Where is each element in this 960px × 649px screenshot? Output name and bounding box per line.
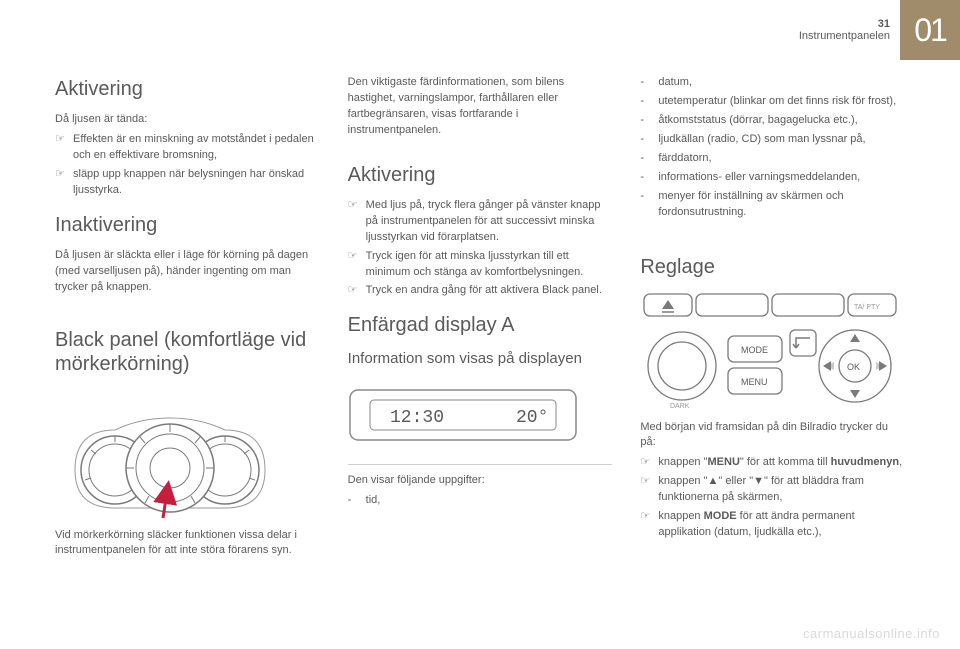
column-3: datum, utetemperatur (blinkar om det fin…	[640, 75, 905, 619]
list-item-mode: knappen MODE för att ändra permanent app…	[640, 509, 905, 541]
list-item: tid,	[348, 493, 613, 509]
text-den-viktigaste: Den viktigaste färdinformationen, som bi…	[348, 75, 613, 139]
svg-text:OK: OK	[847, 362, 860, 372]
list-aktivering: Effekten är en minskning av motståndet i…	[55, 132, 320, 199]
list-item: datum,	[640, 75, 905, 91]
heading-aktivering: Aktivering	[55, 75, 320, 104]
svg-text:MODE: MODE	[741, 345, 768, 355]
list-uppgifter-start: tid,	[348, 493, 613, 509]
chapter-number: 01	[914, 12, 946, 49]
text-visar: Den visar följande uppgifter:	[348, 473, 613, 489]
list-item: färddatorn,	[640, 151, 905, 167]
chapter-tab: 01	[900, 0, 960, 60]
heading-aktivering-2: Aktivering	[348, 161, 613, 190]
illustration-controls: TA/ PTY DARK MODE MENU	[640, 290, 900, 410]
heading-reglage: Reglage	[640, 253, 905, 282]
page-header: 31 Instrumentpanelen	[799, 18, 890, 42]
text-da-tanda: Då ljusen är tända:	[55, 112, 320, 128]
svg-text:TA/ PTY: TA/ PTY	[854, 304, 880, 311]
list-aktivering-2: Med ljus på, tryck flera gånger på vänst…	[348, 198, 613, 300]
down-arrow-icon: ▼	[753, 475, 764, 487]
display-temp: 20°	[516, 408, 548, 428]
list-item: Med ljus på, tryck flera gånger på vänst…	[348, 198, 613, 246]
list-item: Tryck en andra gång för att aktivera Bla…	[348, 283, 613, 299]
list-item: ljudkällan (radio, CD) som man lyssnar p…	[640, 132, 905, 148]
heading-enfargad: Enfärgad display A	[348, 311, 613, 340]
heading-inaktivering: Inaktivering	[55, 211, 320, 240]
svg-text:MENU: MENU	[741, 377, 768, 387]
list-item: informations- eller varningsmeddelanden,	[640, 170, 905, 186]
illustration-lcd-display: 12:30 20°	[348, 382, 578, 452]
illustration-instrument-cluster	[55, 410, 285, 520]
caption-cluster: Vid mörkerkörning släcker funktionen vis…	[55, 528, 320, 560]
text-medbor: Med början vid framsidan på din Bilradio…	[640, 420, 905, 452]
display-time: 12:30	[390, 408, 444, 428]
list-reglage: knappen "MENU" för att komma till huvudm…	[640, 455, 905, 541]
up-arrow-icon: ▲	[708, 475, 719, 487]
list-item: åtkomststatus (dörrar, bagagelucka etc.)…	[640, 113, 905, 129]
list-item: utetemperatur (blinkar om det finns risk…	[640, 94, 905, 110]
column-2: Den viktigaste färdinformationen, som bi…	[348, 75, 613, 619]
heading-black-panel: Black panel (komfortläge vid mörkerkörni…	[55, 328, 320, 376]
column-1: Aktivering Då ljusen är tända: Effekten …	[55, 75, 320, 619]
svg-text:DARK: DARK	[670, 403, 690, 410]
list-item: Tryck igen för att minska ljusstyrkan ti…	[348, 249, 613, 281]
list-item: Effekten är en minskning av motståndet i…	[55, 132, 320, 164]
list-item: menyer för inställning av skärmen och fo…	[640, 189, 905, 221]
list-item-menu: knappen "MENU" för att komma till huvudm…	[640, 455, 905, 471]
list-item: släpp upp knappen när belysningen har ön…	[55, 167, 320, 199]
section-title: Instrumentpanelen	[799, 30, 890, 42]
page-number: 31	[799, 18, 890, 30]
content-columns: Aktivering Då ljusen är tända: Effekten …	[55, 75, 905, 619]
watermark: carmanualsonline.info	[803, 626, 940, 641]
list-item-arrows: knappen "▲" eller "▼" för att bläddra fr…	[640, 474, 905, 506]
subheading-info: Information som visas på displayen	[348, 348, 613, 370]
divider	[348, 464, 613, 465]
text-slackta: Då ljusen är släckta eller i läge för kö…	[55, 248, 320, 296]
list-uppgifter-cont: datum, utetemperatur (blinkar om det fin…	[640, 75, 905, 221]
